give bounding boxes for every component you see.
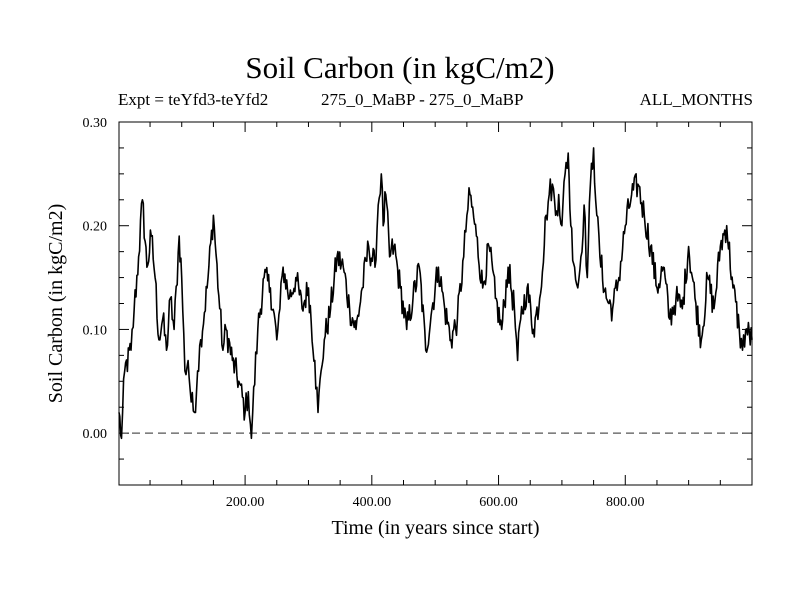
- x-axis-label: Time (in years since start): [331, 517, 539, 539]
- ticks-layer: [119, 122, 752, 485]
- x-tick-label: 600.00: [479, 495, 518, 510]
- y-tick-label: 0.20: [83, 220, 108, 235]
- subtitle-months: ALL_MONTHS: [639, 90, 753, 109]
- chart-title: Soil Carbon (in kgC/m2): [245, 50, 555, 85]
- series-line: [118, 147, 753, 440]
- y-tick-label: 0.30: [83, 116, 108, 131]
- x-tick-label: 200.00: [226, 495, 265, 510]
- labels-layer: 200.00 400.00 600.00 800.00 0.00 0.10 0.20 0.30: [83, 116, 645, 510]
- x-tick-label: 400.00: [353, 495, 392, 510]
- y-tick-label: 0.00: [83, 427, 108, 442]
- y-tick-label: 0.10: [83, 323, 108, 338]
- subtitle-experiment: Expt = teYfd3-teYfd2: [118, 90, 269, 109]
- plot-frame: [118, 121, 753, 486]
- subtitle-period: 275_0_MaBP - 275_0_MaBP: [321, 90, 524, 109]
- x-tick-label: 800.00: [606, 495, 645, 510]
- y-axis-label: Soil Carbon (in kgC/m2): [45, 204, 67, 403]
